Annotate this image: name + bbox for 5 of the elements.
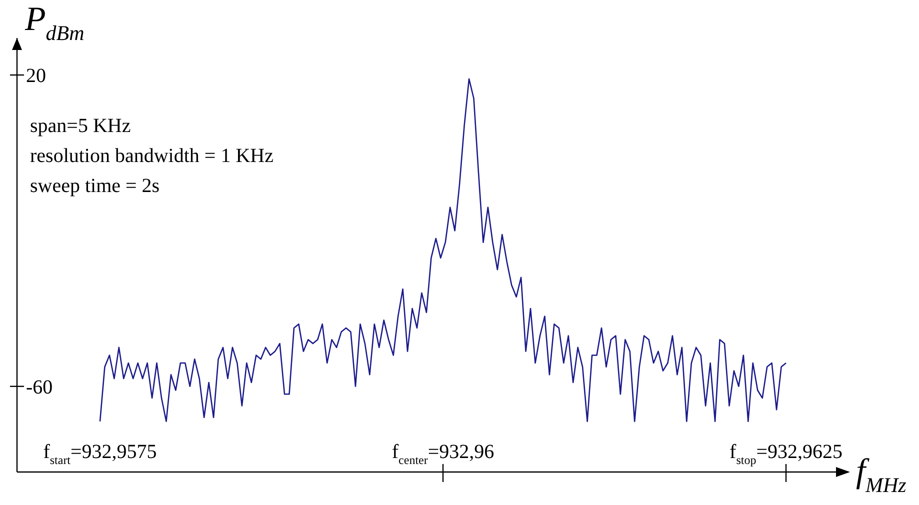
annotation: sweep time = 2s: [30, 175, 160, 197]
annotation: resolution bandwidth = 1 KHz: [30, 145, 274, 167]
y-tick-label: 20: [26, 65, 46, 87]
y-tick-label: -60: [26, 376, 53, 398]
annotation: span=5 KHz: [30, 115, 131, 137]
